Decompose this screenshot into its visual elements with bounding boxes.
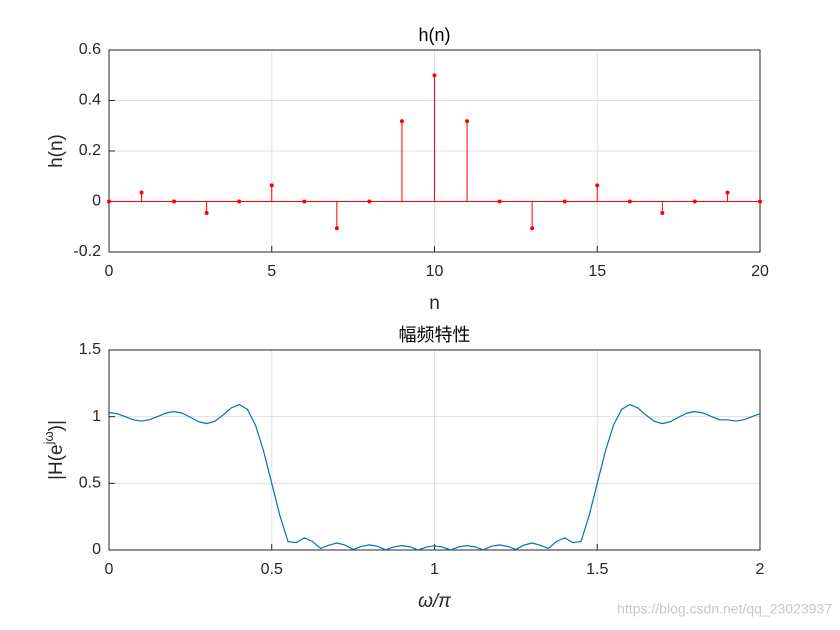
stem-marker (465, 119, 470, 124)
stem-marker (725, 190, 730, 195)
y-axis-label-part: )| (46, 420, 67, 431)
y-tick-label: 0 (92, 541, 101, 558)
stem-marker (367, 199, 372, 204)
watermark: https://blog.csdn.net/qq_23023937 (617, 601, 832, 617)
axes-box (108, 49, 761, 253)
line-series (108, 403, 761, 551)
stem-marker (269, 183, 274, 188)
stem-marker (497, 199, 502, 204)
stem-marker (595, 183, 600, 188)
y-tick-label: -0.2 (73, 243, 101, 260)
stem-marker (334, 226, 339, 231)
x-tick-label: 1 (430, 561, 439, 578)
chart-title: h(n) (418, 25, 450, 45)
x-axis-label: ω/π (418, 591, 452, 612)
stem-marker (302, 199, 307, 204)
stem-marker (530, 226, 535, 231)
y-tick-label: 1 (92, 408, 101, 425)
x-tick-label: 20 (751, 263, 769, 280)
stem-marker (204, 210, 209, 215)
stem-marker (107, 199, 111, 204)
x-tick-label: 0 (105, 561, 114, 578)
x-tick-label: 0 (105, 263, 114, 280)
y-tick-label: 0.4 (79, 92, 101, 109)
x-tick-label: 0.5 (261, 561, 283, 578)
stem-marker (237, 199, 242, 204)
stem-marker (660, 210, 665, 215)
stem-marker (399, 119, 404, 124)
x-tick-label: 10 (426, 263, 444, 280)
stem-marker (562, 199, 567, 204)
stem-marker (627, 199, 632, 204)
x-tick-label: 5 (267, 263, 276, 280)
x-tick-label: 2 (756, 561, 765, 578)
stem-marker (139, 190, 144, 195)
y-axis-label: |H(ejω)| (41, 420, 67, 480)
axes-box (108, 349, 761, 551)
y-tick-label: 0.5 (79, 475, 101, 492)
stem-marker (758, 199, 762, 204)
y-tick-label: 0.6 (79, 41, 101, 58)
x-tick-label: 1.5 (586, 561, 608, 578)
stem-marker (692, 199, 697, 204)
y-tick-label: 0.2 (79, 142, 101, 159)
chart-title: 幅频特性 (399, 325, 471, 345)
y-tick-label: 0 (92, 193, 101, 210)
y-axis-label: h(n) (46, 134, 67, 168)
x-tick-label: 15 (588, 263, 606, 280)
y-axis-label-part: jω (41, 431, 56, 445)
y-axis-label-part: |H(e (46, 444, 67, 480)
stem-marker (432, 73, 437, 78)
stem-marker (172, 199, 177, 204)
y-tick-label: 1.5 (79, 341, 101, 358)
x-axis-label: n (429, 293, 440, 314)
